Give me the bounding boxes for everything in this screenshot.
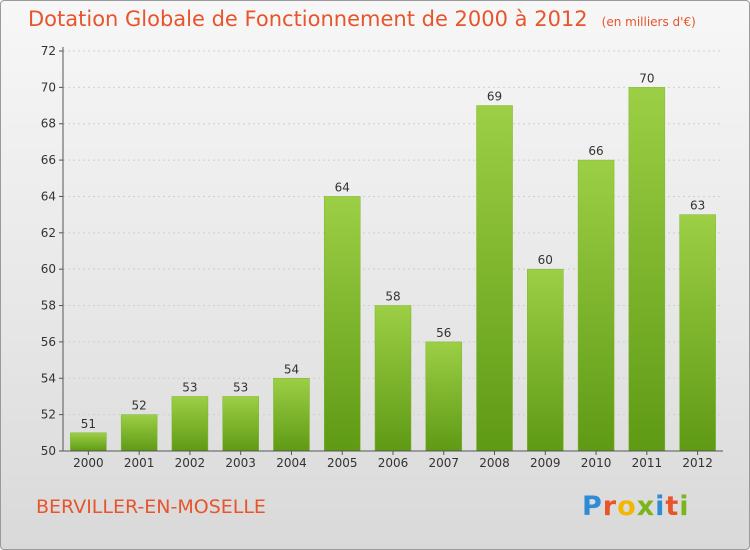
bar-2008 (476, 105, 513, 452)
bar-2010 (577, 159, 615, 452)
commune-name: BERVILLER-EN-MOSELLE (36, 496, 266, 518)
logo-letter: P (582, 491, 603, 522)
chart-subtitle: (en milliers d'€) (601, 15, 696, 29)
logo-letter: x (636, 491, 656, 522)
x-tick-label-2007: 2007 (428, 456, 459, 470)
y-tick-label: 54 (41, 371, 56, 385)
bar-2011 (628, 87, 666, 452)
x-tick-label-2000: 2000 (73, 456, 104, 470)
y-tick-label: 66 (41, 153, 56, 167)
bar-2007 (425, 341, 463, 452)
y-tick-label: 70 (41, 80, 56, 94)
bar-2009 (527, 268, 564, 452)
bar-2012 (679, 214, 716, 452)
bar-2004 (273, 378, 310, 452)
x-tick-label-2012: 2012 (682, 456, 713, 470)
bar-2002 (171, 396, 209, 452)
bar-2005 (323, 196, 361, 452)
bar-2001 (120, 414, 158, 452)
y-tick-label: 64 (41, 189, 56, 203)
value-label-2012: 63 (690, 199, 705, 213)
x-tick-label-2002: 2002 (175, 456, 206, 470)
value-label-2010: 66 (588, 144, 603, 158)
bar-2006 (374, 305, 412, 452)
value-label-2006: 58 (385, 290, 400, 304)
value-label-2009: 60 (538, 253, 553, 267)
logo-letter: t (665, 491, 680, 522)
y-tick-label: 52 (41, 408, 56, 422)
value-label-2003: 53 (233, 380, 248, 394)
logo-letter: i (655, 491, 666, 522)
bar-2003 (222, 396, 259, 452)
y-tick-label: 62 (41, 226, 56, 240)
y-tick-label: 60 (41, 262, 56, 276)
x-tick-label-2001: 2001 (124, 456, 155, 470)
y-tick-label: 72 (41, 44, 56, 58)
chart-title: Dotation Globale de Fonctionnement de 20… (28, 7, 696, 31)
x-tick-label-2006: 2006 (378, 456, 409, 470)
value-label-2007: 56 (436, 326, 451, 340)
proxiti-logo: Proxiti (582, 491, 690, 522)
value-label-2002: 53 (182, 380, 197, 394)
value-label-2008: 69 (487, 90, 502, 104)
axes (59, 47, 723, 455)
logo-letter: r (602, 491, 618, 522)
y-tick-label: 50 (41, 444, 56, 458)
y-tick-label: 68 (41, 117, 56, 131)
logo-letter: o (617, 491, 637, 522)
x-tick-label-2009: 2009 (530, 456, 561, 470)
x-tick-label-2010: 2010 (581, 456, 612, 470)
value-label-2011: 70 (639, 71, 654, 85)
x-tick-label-2005: 2005 (327, 456, 358, 470)
value-label-2005: 64 (335, 180, 350, 194)
y-tick-label: 56 (41, 335, 56, 349)
labels: 50 52 54 56 58 60 62 64 66 68 70 72 51 2000 52 2001 53 20… (41, 44, 713, 470)
bar-2000 (70, 432, 107, 452)
value-label-2001: 52 (132, 399, 147, 413)
x-tick-label-2008: 2008 (479, 456, 510, 470)
logo-letter: i (679, 491, 690, 522)
x-tick-label-2004: 2004 (276, 456, 307, 470)
chart-title-text: Dotation Globale de Fonctionnement de 20… (28, 7, 588, 31)
x-tick-label-2011: 2011 (632, 456, 663, 470)
bars (70, 87, 716, 452)
y-tick-label: 58 (41, 299, 56, 313)
value-label-2004: 54 (284, 362, 299, 376)
x-tick-label-2003: 2003 (225, 456, 256, 470)
value-label-2000: 51 (81, 417, 96, 431)
